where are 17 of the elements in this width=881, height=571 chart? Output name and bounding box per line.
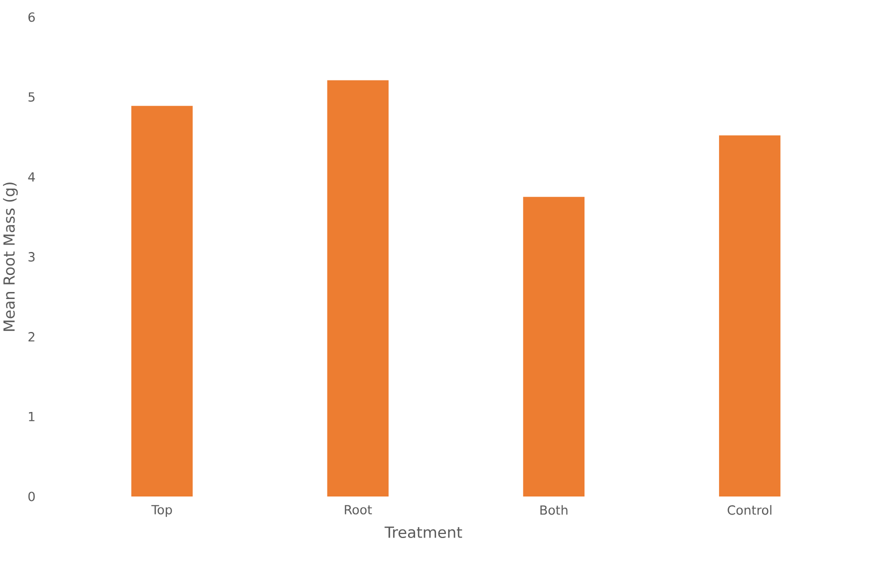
y-tick-label: 1 [28,412,34,422]
x-tick-label: Top [151,505,172,518]
bar [719,136,780,497]
x-tick-label: Control [728,505,772,516]
y-tick-label: 2 [28,332,34,342]
bar [327,80,389,497]
bar [131,106,193,497]
x-axis-title: Treatment [384,526,462,538]
y-tick-label: 3 [28,252,35,262]
x-tick-label: Root [344,505,372,515]
bar [523,197,585,497]
y-tick-label: 0 [28,492,35,502]
x-tick-label: Both [540,505,568,516]
y-tick-label: 5 [28,92,34,102]
y-tick-label: 6 [28,12,35,22]
y-tick-label: 4 [28,172,35,182]
y-axis-title: Mean Root Mass (g) [3,182,18,332]
